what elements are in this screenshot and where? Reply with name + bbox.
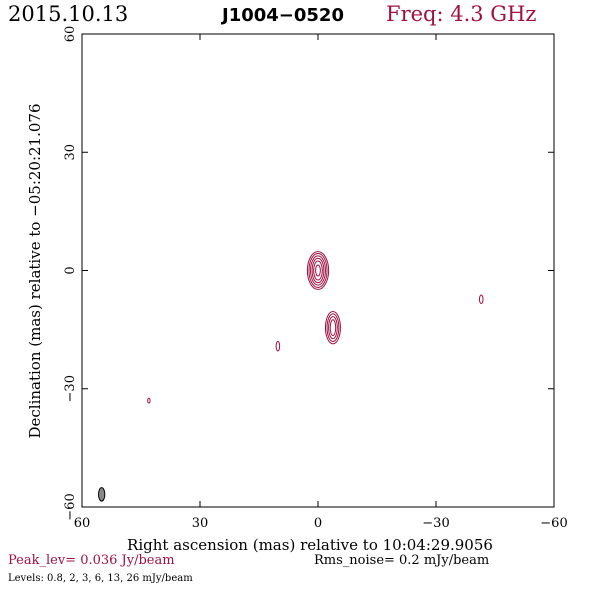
x-tick-label: −30: [422, 516, 449, 531]
peak-level: Peak_lev= 0.036 Jy/beam: [8, 553, 175, 568]
x-tick-label: 0: [314, 516, 322, 531]
epoch-date: 2015.10.13: [8, 2, 129, 26]
contour-levels: Levels: 0.8, 2, 3, 6, 13, 26 mJy/beam: [8, 573, 193, 584]
axis-ticks: 60 30 0 −30 −60 −60 −30 0 30 60: [63, 26, 568, 531]
frequency-label: Freq: 4.3 GHz: [386, 2, 537, 26]
contour-level: [326, 313, 340, 342]
source-name: J1004−0520: [222, 5, 344, 26]
y-tick-label: −60: [63, 493, 78, 520]
contour-level: [478, 294, 484, 305]
contour-level: [310, 255, 326, 286]
contour-level: [308, 253, 328, 288]
y-tick-label: −30: [63, 375, 78, 402]
x-tick-label: −60: [540, 516, 567, 531]
rms-noise: Rms_noise= 0.2 mJy/beam: [314, 553, 490, 568]
x-tick-label: 60: [74, 516, 91, 531]
y-tick-label: 0: [63, 266, 78, 274]
beam-ellipse: [98, 487, 106, 502]
contour-level: [311, 257, 325, 284]
y-tick-label: 30: [63, 144, 78, 161]
contour-level: [147, 397, 151, 404]
x-tick-label: 30: [192, 516, 209, 531]
contours: [98, 251, 484, 502]
contour-level: [315, 264, 321, 277]
contour-level: [329, 319, 337, 337]
x-axis-label: Right ascension (mas) relative to 10:04:…: [127, 536, 493, 554]
contour-level: [306, 251, 330, 290]
contour-level: [313, 260, 323, 281]
contour-level: [275, 340, 281, 352]
contour-level: [324, 310, 341, 345]
plot-frame: [81, 33, 555, 508]
contour-level: [328, 316, 338, 340]
y-axis-label: Declination (mas) relative to −05:20:21.…: [26, 103, 44, 438]
y-tick-label: 60: [63, 26, 78, 43]
